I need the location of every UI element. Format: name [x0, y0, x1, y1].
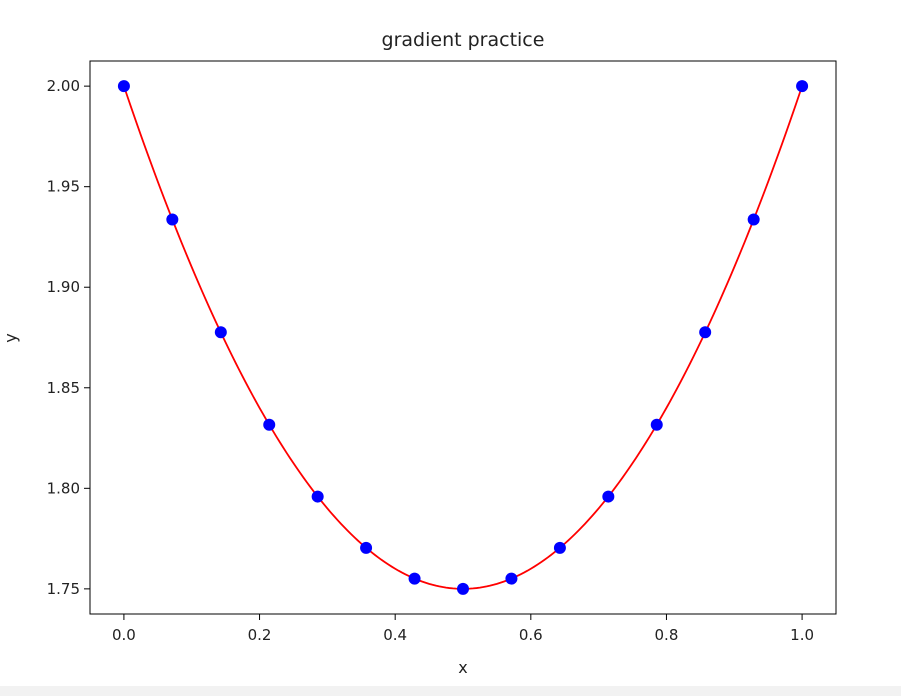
axes-frame [89, 60, 837, 615]
data-point [263, 418, 276, 431]
x-tick-label: 0.6 [519, 626, 543, 644]
data-point [699, 326, 712, 339]
x-axis-label: x [458, 658, 467, 677]
bottom-strip [0, 686, 901, 696]
data-point [650, 418, 663, 431]
y-axis-label: y [1, 333, 20, 342]
data-point [747, 213, 760, 226]
plot-area [117, 80, 809, 595]
x-tick-label: 0.8 [655, 626, 679, 644]
x-axis: 0.0 0.2 0.4 0.6 0.8 1.0 [112, 614, 814, 644]
data-point [214, 326, 227, 339]
data-point [553, 541, 566, 554]
y-tick-label: 1.75 [47, 580, 80, 598]
x-tick-label: 0.4 [383, 626, 407, 644]
chart-title: gradient practice [382, 29, 545, 51]
y-tick-label: 1.85 [47, 379, 80, 397]
y-tick-label: 1.80 [47, 479, 80, 497]
x-tick-label: 0.2 [248, 626, 272, 644]
y-tick-label: 2.00 [47, 77, 80, 95]
data-point [505, 572, 518, 585]
data-point [117, 80, 130, 93]
y-axis: 1.75 1.80 1.85 1.90 1.95 2.00 [47, 77, 90, 598]
data-point [166, 213, 179, 226]
data-point [602, 490, 615, 503]
y-tick-label: 1.95 [47, 178, 80, 196]
data-point [796, 80, 809, 93]
y-tick-label: 1.90 [47, 278, 80, 296]
x-tick-label: 0.0 [112, 626, 136, 644]
fit-curve [123, 85, 803, 590]
data-point [457, 582, 469, 595]
data-point [360, 541, 373, 554]
data-point [311, 490, 324, 503]
x-tick-label: 1.0 [790, 626, 814, 644]
data-point [408, 572, 421, 585]
